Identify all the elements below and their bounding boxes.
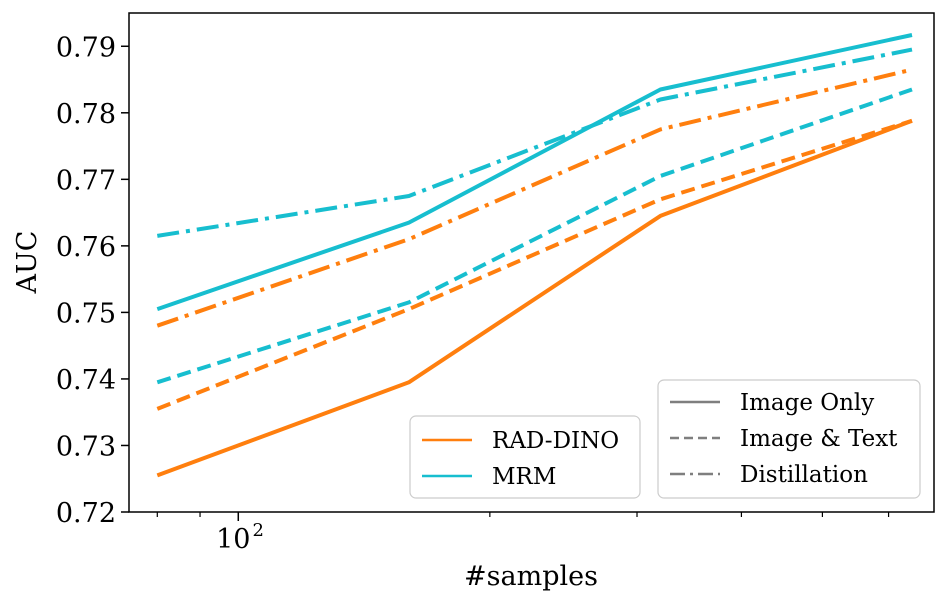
legend-models: RAD-DINO MRM — [409, 415, 641, 499]
x-tick-label: 10 — [216, 524, 250, 555]
legend-label-mrm: MRM — [492, 464, 556, 490]
legend-styles: Image Only Image & Text Distillation — [657, 379, 921, 499]
y-tick-label: 0.76 — [56, 232, 116, 263]
series-rad-dino-dashdot — [156, 67, 913, 328]
legend-label-solid: Image Only — [740, 390, 874, 416]
legend-label-dashed: Image & Text — [740, 426, 898, 452]
series-rad-dino-dashed — [156, 118, 913, 411]
y-tick-label: 0.72 — [56, 498, 116, 529]
legend-label-dashdot: Distillation — [740, 462, 868, 488]
legend-styles-frame — [657, 379, 921, 499]
y-axis-ticks: 0.72 0.73 0.74 0.75 0.76 0.77 0.78 0.79 — [56, 32, 129, 529]
y-tick-label: 0.75 — [56, 298, 116, 329]
y-tick-label: 0.74 — [56, 365, 116, 396]
series-lines — [156, 33, 913, 478]
series-mrm-dashed — [156, 87, 913, 385]
legend-label-rad-dino: RAD-DINO — [492, 428, 619, 454]
x-axis-label: #samples — [464, 561, 598, 592]
series-mrm-dashdot — [156, 47, 913, 238]
y-tick-label: 0.73 — [56, 431, 116, 462]
y-axis-label: AUC — [12, 231, 43, 295]
y-tick-label: 0.79 — [56, 32, 116, 63]
y-tick-label: 0.77 — [56, 165, 116, 196]
series-mrm-solid — [156, 33, 913, 311]
y-tick-label: 0.78 — [56, 99, 116, 130]
series-rad-dino-solid — [156, 118, 913, 478]
plot-frame — [128, 12, 935, 513]
x-tick-label-exponent: 2 — [253, 520, 264, 541]
x-axis-ticks: 10 2 — [156, 512, 890, 555]
legend-models-frame — [409, 415, 641, 499]
